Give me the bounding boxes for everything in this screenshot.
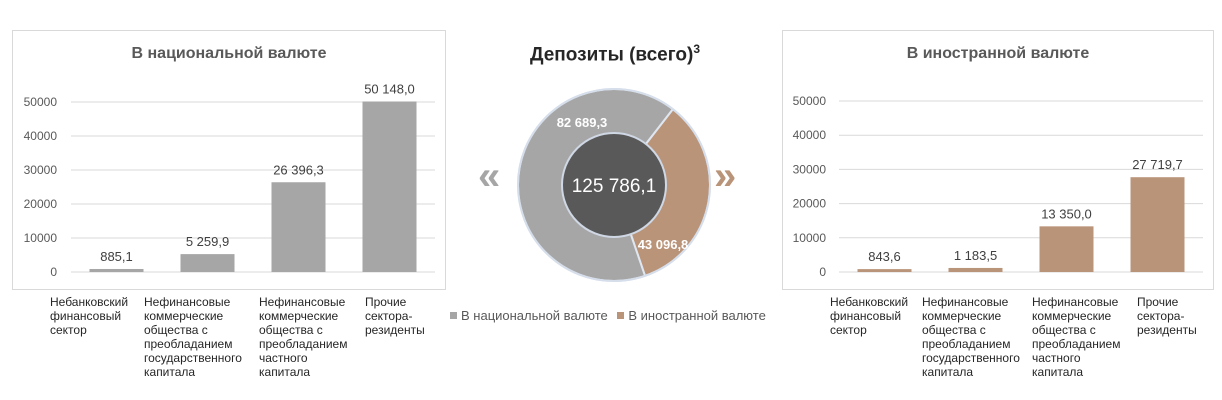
bar bbox=[948, 267, 1003, 272]
data-label: 50 148,0 bbox=[364, 81, 415, 96]
category-label: Небанковский финансовый сектор bbox=[830, 295, 909, 337]
foreign-currency-plot: 0 10000 20000 30000 40000 50000 843,6 1 183,5 13… bbox=[793, 94, 1203, 279]
chart-title: В национальной валюте bbox=[131, 45, 327, 62]
data-label: 1 183,5 bbox=[954, 248, 997, 263]
y-tick-label: 30000 bbox=[24, 163, 58, 177]
y-tick-label: 40000 bbox=[24, 129, 58, 143]
category-label: Небанковский финансовый сектор bbox=[50, 295, 129, 337]
slice-label: 43 096,8 bbox=[638, 237, 689, 252]
data-label: 13 350,0 bbox=[1041, 206, 1092, 221]
bar bbox=[271, 182, 326, 272]
y-tick-label: 10000 bbox=[793, 231, 827, 245]
national-currency-plot: 0 10000 20000 30000 40000 50000 885,1 5 259,9 26… bbox=[24, 81, 435, 279]
slice-label: 82 689,3 bbox=[557, 115, 608, 130]
bar bbox=[1039, 226, 1094, 272]
donut-outline bbox=[517, 88, 711, 282]
category-label: Нефинансовые коммерческие общества с пре… bbox=[1032, 295, 1121, 379]
chart-title: В иностранной валюте bbox=[906, 45, 1090, 62]
category-label: Нефинансовые коммерческие общества с пре… bbox=[259, 295, 348, 379]
total-label: 125 786,1 bbox=[572, 176, 657, 197]
legend-swatch bbox=[450, 312, 457, 319]
category-label: Прочие сектора-резиденты bbox=[1137, 295, 1197, 337]
data-label: 5 259,9 bbox=[186, 234, 229, 249]
y-tick-label: 0 bbox=[50, 265, 57, 279]
foreign-currency-chart: В иностранной валюте 0 10000 20000 30000 400… bbox=[782, 30, 1214, 290]
bar bbox=[89, 268, 144, 272]
category-label: Прочие сектора-резиденты bbox=[365, 295, 425, 337]
y-tick-label: 50000 bbox=[24, 95, 58, 109]
y-tick-label: 10000 bbox=[24, 231, 58, 245]
legend-item-national: В национальной валюте bbox=[450, 308, 608, 323]
data-label: 885,1 bbox=[100, 249, 133, 264]
legend-label: В иностранной валюте bbox=[628, 308, 766, 323]
category-label: Нефинансовые коммерческие общества с пре… bbox=[144, 295, 242, 379]
y-tick-label: 40000 bbox=[793, 128, 827, 142]
legend-swatch bbox=[617, 312, 625, 319]
national-currency-chart: В национальной валюте 0 10000 20000 30000 40… bbox=[12, 30, 446, 290]
bar bbox=[1130, 177, 1185, 272]
data-label: 27 719,7 bbox=[1132, 157, 1183, 172]
donut-legend: В национальной валюте В иностранной валю… bbox=[450, 308, 795, 323]
y-tick-label: 50000 bbox=[793, 94, 827, 108]
data-label: 843,6 bbox=[868, 249, 901, 264]
data-label: 26 396,3 bbox=[273, 162, 324, 177]
bar bbox=[362, 101, 417, 273]
bar bbox=[180, 254, 235, 272]
donut-center bbox=[561, 132, 667, 238]
y-tick-label: 0 bbox=[819, 265, 826, 279]
donut-title: Депозиты (всего)3 bbox=[529, 42, 701, 66]
legend-label: В национальной валюте bbox=[461, 308, 608, 323]
category-label: Нефинансовые коммерческие общества с пре… bbox=[922, 295, 1020, 379]
bar bbox=[857, 269, 912, 272]
y-tick-label: 20000 bbox=[24, 197, 58, 211]
legend-item-foreign: В иностранной валюте bbox=[617, 308, 766, 323]
y-tick-label: 20000 bbox=[793, 197, 827, 211]
y-tick-label: 30000 bbox=[793, 162, 827, 176]
